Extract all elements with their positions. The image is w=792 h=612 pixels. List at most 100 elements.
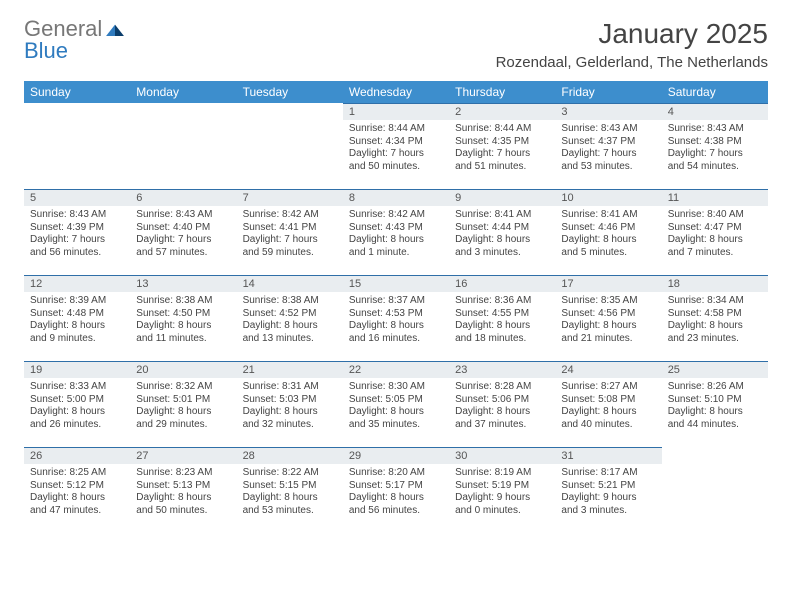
calendar-head: SundayMondayTuesdayWednesdayThursdayFrid… xyxy=(24,81,768,103)
daylight-line: Daylight: 7 hours and 54 minutes. xyxy=(668,148,762,173)
calendar-page: GeneralBlue January 2025 Rozendaal, Geld… xyxy=(0,0,792,551)
col-header-friday: Friday xyxy=(555,81,661,103)
calendar-cell: 14Sunrise: 8:38 AMSunset: 4:52 PMDayligh… xyxy=(237,275,343,361)
sunrise-line: Sunrise: 8:26 AM xyxy=(668,381,762,394)
day-details: Sunrise: 8:34 AMSunset: 4:58 PMDaylight:… xyxy=(662,292,768,349)
sunrise-line: Sunrise: 8:38 AM xyxy=(136,295,230,308)
calendar-cell: 9Sunrise: 8:41 AMSunset: 4:44 PMDaylight… xyxy=(449,189,555,275)
sunrise-line: Sunrise: 8:43 AM xyxy=(30,209,124,222)
day-details: Sunrise: 8:43 AMSunset: 4:38 PMDaylight:… xyxy=(662,120,768,177)
calendar-cell: 8Sunrise: 8:42 AMSunset: 4:43 PMDaylight… xyxy=(343,189,449,275)
sunset-line: Sunset: 4:55 PM xyxy=(455,308,549,321)
calendar-week: 26Sunrise: 8:25 AMSunset: 5:12 PMDayligh… xyxy=(24,447,768,533)
sunset-line: Sunset: 5:13 PM xyxy=(136,480,230,493)
sunset-line: Sunset: 4:37 PM xyxy=(561,136,655,149)
sunset-line: Sunset: 4:41 PM xyxy=(243,222,337,235)
day-details: Sunrise: 8:43 AMSunset: 4:37 PMDaylight:… xyxy=(555,120,661,177)
calendar-cell: 17Sunrise: 8:35 AMSunset: 4:56 PMDayligh… xyxy=(555,275,661,361)
sunset-line: Sunset: 4:39 PM xyxy=(30,222,124,235)
day-number: 13 xyxy=(130,275,236,292)
sunrise-line: Sunrise: 8:27 AM xyxy=(561,381,655,394)
day-details: Sunrise: 8:37 AMSunset: 4:53 PMDaylight:… xyxy=(343,292,449,349)
daylight-line: Daylight: 8 hours and 35 minutes. xyxy=(349,406,443,431)
calendar-body: 1Sunrise: 8:44 AMSunset: 4:34 PMDaylight… xyxy=(24,103,768,533)
day-number: 31 xyxy=(555,447,661,464)
daylight-line: Daylight: 7 hours and 50 minutes. xyxy=(349,148,443,173)
day-details: Sunrise: 8:33 AMSunset: 5:00 PMDaylight:… xyxy=(24,378,130,435)
calendar-cell: 21Sunrise: 8:31 AMSunset: 5:03 PMDayligh… xyxy=(237,361,343,447)
sunrise-line: Sunrise: 8:41 AM xyxy=(561,209,655,222)
daylight-line: Daylight: 9 hours and 3 minutes. xyxy=(561,492,655,517)
day-details: Sunrise: 8:25 AMSunset: 5:12 PMDaylight:… xyxy=(24,464,130,521)
daylight-line: Daylight: 8 hours and 32 minutes. xyxy=(243,406,337,431)
sunrise-line: Sunrise: 8:37 AM xyxy=(349,295,443,308)
calendar-table: SundayMondayTuesdayWednesdayThursdayFrid… xyxy=(24,81,768,533)
day-number: 20 xyxy=(130,361,236,378)
sunrise-line: Sunrise: 8:33 AM xyxy=(30,381,124,394)
daylight-line: Daylight: 8 hours and 40 minutes. xyxy=(561,406,655,431)
day-details: Sunrise: 8:27 AMSunset: 5:08 PMDaylight:… xyxy=(555,378,661,435)
daylight-line: Daylight: 8 hours and 50 minutes. xyxy=(136,492,230,517)
day-details: Sunrise: 8:40 AMSunset: 4:47 PMDaylight:… xyxy=(662,206,768,263)
day-details: Sunrise: 8:44 AMSunset: 4:35 PMDaylight:… xyxy=(449,120,555,177)
day-details: Sunrise: 8:36 AMSunset: 4:55 PMDaylight:… xyxy=(449,292,555,349)
month-title: January 2025 xyxy=(496,18,768,50)
calendar-cell: 7 Sunrise: 8:42 AMSunset: 4:41 PMDaylight… xyxy=(237,189,343,275)
calendar-cell: 26Sunrise: 8:25 AMSunset: 5:12 PMDayligh… xyxy=(24,447,130,533)
day-number: 19 xyxy=(24,361,130,378)
sunrise-line: Sunrise: 8:25 AM xyxy=(30,467,124,480)
day-details: Sunrise: 8:41 AMSunset: 4:46 PMDaylight:… xyxy=(555,206,661,263)
daylight-line: Daylight: 8 hours and 16 minutes. xyxy=(349,320,443,345)
brand-logo: GeneralBlue xyxy=(24,18,125,62)
calendar-cell: 13Sunrise: 8:38 AMSunset: 4:50 PMDayligh… xyxy=(130,275,236,361)
day-number: 5 xyxy=(24,189,130,206)
sunset-line: Sunset: 5:17 PM xyxy=(349,480,443,493)
day-number: 28 xyxy=(237,447,343,464)
day-details: Sunrise: 8:26 AMSunset: 5:10 PMDaylight:… xyxy=(662,378,768,435)
brand-part2: Blue xyxy=(24,38,68,63)
daylight-line: Daylight: 8 hours and 21 minutes. xyxy=(561,320,655,345)
day-number: 3 xyxy=(555,103,661,120)
day-number: 1 xyxy=(343,103,449,120)
daylight-line: Daylight: 8 hours and 23 minutes. xyxy=(668,320,762,345)
day-details: Sunrise: 8:42 AMSunset: 4:43 PMDaylight:… xyxy=(343,206,449,263)
calendar-cell: 18Sunrise: 8:34 AMSunset: 4:58 PMDayligh… xyxy=(662,275,768,361)
calendar-cell: 4Sunrise: 8:43 AMSunset: 4:38 PMDaylight… xyxy=(662,103,768,189)
daylight-line: Daylight: 8 hours and 56 minutes. xyxy=(349,492,443,517)
day-number: 15 xyxy=(343,275,449,292)
daylight-line: Daylight: 7 hours and 59 minutes. xyxy=(243,234,337,259)
day-details: Sunrise: 8:22 AMSunset: 5:15 PMDaylight:… xyxy=(237,464,343,521)
day-details: Sunrise: 8:32 AMSunset: 5:01 PMDaylight:… xyxy=(130,378,236,435)
sunset-line: Sunset: 4:38 PM xyxy=(668,136,762,149)
sunset-line: Sunset: 4:48 PM xyxy=(30,308,124,321)
sunrise-line: Sunrise: 8:44 AM xyxy=(455,123,549,136)
day-number: 23 xyxy=(449,361,555,378)
sunrise-line: Sunrise: 8:22 AM xyxy=(243,467,337,480)
sunset-line: Sunset: 5:06 PM xyxy=(455,394,549,407)
sunset-line: Sunset: 5:05 PM xyxy=(349,394,443,407)
sunset-line: Sunset: 4:44 PM xyxy=(455,222,549,235)
sunrise-line: Sunrise: 8:42 AM xyxy=(243,209,337,222)
day-number: 8 xyxy=(343,189,449,206)
day-number: 12 xyxy=(24,275,130,292)
day-number: 16 xyxy=(449,275,555,292)
day-details: Sunrise: 8:19 AMSunset: 5:19 PMDaylight:… xyxy=(449,464,555,521)
sunrise-line: Sunrise: 8:28 AM xyxy=(455,381,549,394)
daylight-line: Daylight: 8 hours and 13 minutes. xyxy=(243,320,337,345)
sunset-line: Sunset: 5:19 PM xyxy=(455,480,549,493)
day-number: 10 xyxy=(555,189,661,206)
day-details: Sunrise: 8:20 AMSunset: 5:17 PMDaylight:… xyxy=(343,464,449,521)
col-header-thursday: Thursday xyxy=(449,81,555,103)
day-details: Sunrise: 8:35 AMSunset: 4:56 PMDaylight:… xyxy=(555,292,661,349)
calendar-cell: 1Sunrise: 8:44 AMSunset: 4:34 PMDaylight… xyxy=(343,103,449,189)
sunrise-line: Sunrise: 8:23 AM xyxy=(136,467,230,480)
sunrise-line: Sunrise: 8:17 AM xyxy=(561,467,655,480)
day-number: 7 xyxy=(237,189,343,206)
sunset-line: Sunset: 5:08 PM xyxy=(561,394,655,407)
day-details: Sunrise: 8:43 AMSunset: 4:40 PMDaylight:… xyxy=(130,206,236,263)
calendar-cell: 23 Sunrise: 8:28 AMSunset: 5:06 PMDayligh… xyxy=(449,361,555,447)
daylight-line: Daylight: 8 hours and 37 minutes. xyxy=(455,406,549,431)
title-block: January 2025 Rozendaal, Gelderland, The … xyxy=(496,18,768,71)
sunrise-line: Sunrise: 8:31 AM xyxy=(243,381,337,394)
daylight-line: Daylight: 7 hours and 51 minutes. xyxy=(455,148,549,173)
